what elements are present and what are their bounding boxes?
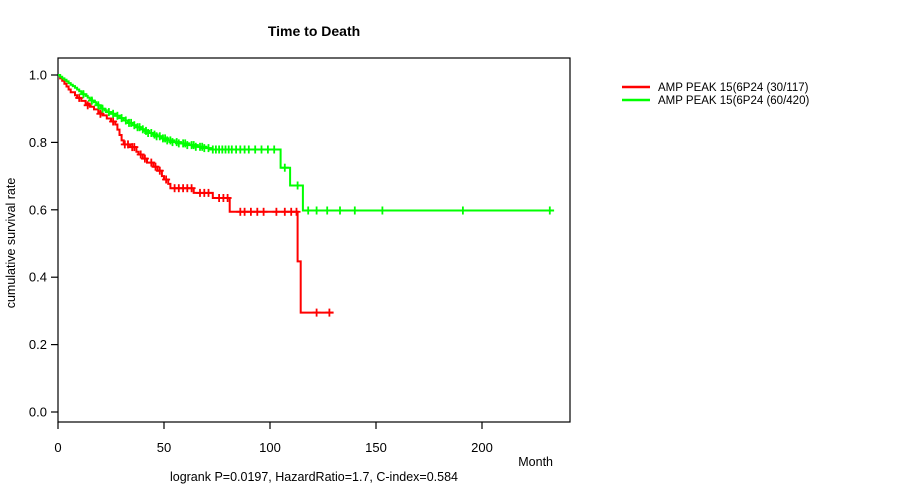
chart-title: Time to Death xyxy=(268,23,360,39)
plot-area: 0 50 100 150 200 0.0 0.2 0.4 0.6 0.8 1.0 xyxy=(29,57,571,455)
y-tick-label: 0.8 xyxy=(29,135,47,150)
y-axis-label: cumulative survival rate xyxy=(4,178,18,309)
survival-curve-1 xyxy=(58,74,555,212)
y-tick-label: 0.4 xyxy=(29,270,47,285)
y-tick-label: 1.0 xyxy=(29,68,47,83)
plot-box xyxy=(57,57,571,423)
y-tick-label: 0.6 xyxy=(29,202,47,217)
y-tick-label: 0.2 xyxy=(29,337,47,352)
legend: AMP PEAK 15(6P24 (30/117) AMP PEAK 15(6P… xyxy=(622,82,809,107)
x-tick-label: 150 xyxy=(365,440,387,455)
x-tick-label: 100 xyxy=(259,440,281,455)
survival-curve-0 xyxy=(58,74,334,314)
stats-annotation: logrank P=0.0197, HazardRatio=1.7, C-ind… xyxy=(170,470,458,484)
legend-label-green: AMP PEAK 15(6P24 (60/420) xyxy=(658,95,809,107)
legend-label-red: AMP PEAK 15(6P24 (30/117) xyxy=(658,82,809,94)
x-tick-label: 200 xyxy=(471,440,493,455)
x-tick-label: 50 xyxy=(157,440,171,455)
x-tick-label: 0 xyxy=(54,440,61,455)
x-axis-label: Month xyxy=(518,455,553,469)
y-tick-label: 0.0 xyxy=(29,405,47,420)
